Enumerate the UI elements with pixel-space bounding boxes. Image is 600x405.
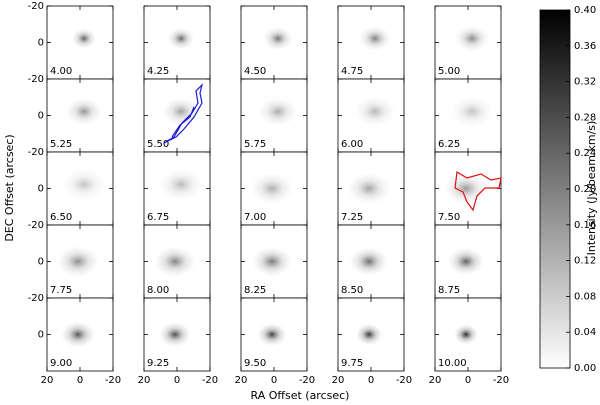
contour	[163, 83, 204, 144]
emission	[447, 247, 485, 276]
colorbar-tick-label: 0.00	[574, 363, 596, 374]
colorbar-tick-label: 0.40	[574, 5, 596, 16]
emission	[56, 245, 100, 278]
y-tick-label: 0	[38, 38, 44, 49]
x-tick-label: 20	[41, 375, 54, 386]
channel-label: 4.50	[244, 66, 266, 77]
x-tick-label: -20	[396, 375, 412, 386]
colorbar-tick-label: 0.20	[574, 184, 596, 195]
colorbar	[539, 9, 571, 369]
colorbar-tick-label: 0.28	[574, 112, 596, 123]
channel-label: 5.50	[147, 139, 169, 150]
contour	[454, 171, 502, 212]
emission	[161, 97, 201, 126]
channel-label: 6.25	[438, 139, 460, 150]
y-tick-label: -20	[28, 220, 44, 231]
y-tick-label: -20	[28, 147, 44, 158]
y-tick-label: -20	[28, 1, 44, 12]
emission	[263, 26, 293, 51]
x-tick-label: 0	[271, 375, 277, 386]
colorbar-tick-label: 0.04	[574, 327, 596, 338]
x-tick-label: 20	[235, 375, 248, 386]
x-tick-label: -20	[299, 375, 315, 386]
channel-label: 8.50	[341, 285, 363, 296]
colorbar-tick-label: 0.12	[574, 256, 596, 267]
x-tick-label: 0	[465, 375, 471, 386]
emission	[359, 26, 391, 51]
channel-label: 4.00	[50, 66, 72, 77]
emission	[159, 168, 203, 201]
channel-label: 9.25	[147, 358, 169, 369]
emission	[258, 96, 298, 127]
x-tick-label: -20	[202, 375, 218, 386]
channel-label: 7.00	[244, 212, 266, 223]
y-tick-label: -20	[28, 74, 44, 85]
emission	[257, 322, 287, 347]
emission	[252, 246, 292, 277]
channel-label: 7.75	[50, 285, 72, 296]
channel-label: 9.75	[341, 358, 363, 369]
emission	[354, 96, 396, 127]
y-tick-label: -20	[28, 293, 44, 304]
channel-label: 5.25	[50, 139, 72, 150]
emission	[454, 324, 478, 345]
channel-label: 8.75	[438, 285, 460, 296]
channel-label: 5.75	[244, 139, 266, 150]
x-tick-label: 20	[138, 375, 151, 386]
colorbar-tick-label: 0.36	[574, 41, 596, 52]
emission	[65, 97, 103, 126]
channel-label: 4.75	[341, 66, 363, 77]
channel-label: 9.00	[50, 358, 72, 369]
emission	[72, 28, 96, 49]
colorbar-tick-label: 0.24	[574, 148, 596, 159]
emission	[154, 246, 196, 277]
channel-label: 8.00	[147, 285, 169, 296]
emission	[347, 172, 391, 205]
colorbar-tick-label: 0.32	[574, 77, 596, 88]
x-tick-label: -20	[105, 375, 121, 386]
x-axis-label: RA Offset (arcsec)	[251, 389, 350, 402]
emission	[62, 168, 106, 201]
x-tick-label: 20	[429, 375, 442, 386]
x-tick-label: 0	[174, 375, 180, 386]
y-tick-label: 0	[38, 184, 44, 195]
emission	[250, 172, 294, 205]
emission	[355, 323, 383, 346]
channel-label: 7.50	[438, 212, 460, 223]
x-tick-label: 20	[332, 375, 345, 386]
y-axis-label: DEC Offset (arcsec)	[3, 134, 16, 241]
colorbar-tick-label: 0.16	[574, 220, 596, 231]
x-tick-label: 0	[368, 375, 374, 386]
emission	[349, 247, 389, 276]
channel-label: 6.00	[341, 139, 363, 150]
emission	[450, 95, 494, 128]
channel-label: 10.00	[438, 358, 467, 369]
y-tick-label: 0	[38, 330, 44, 341]
channel-label: 6.50	[50, 212, 72, 223]
emission	[455, 25, 489, 52]
channel-label: 6.75	[147, 212, 169, 223]
channel-label: 9.50	[244, 358, 266, 369]
colorbar-label: Intensity (Jy/beam km/s)	[585, 121, 598, 256]
colorbar-tick-label: 0.08	[574, 291, 596, 302]
emission	[167, 27, 195, 50]
x-tick-label: -20	[493, 375, 509, 386]
channel-label: 4.25	[147, 66, 169, 77]
x-tick-label: 0	[77, 375, 83, 386]
channel-label: 5.00	[438, 66, 460, 77]
y-tick-label: 0	[38, 257, 44, 268]
channel-label: 8.25	[244, 285, 266, 296]
y-tick-label: 0	[38, 111, 44, 122]
emission	[159, 322, 191, 347]
emission	[61, 321, 95, 348]
channel-label: 7.25	[341, 212, 363, 223]
